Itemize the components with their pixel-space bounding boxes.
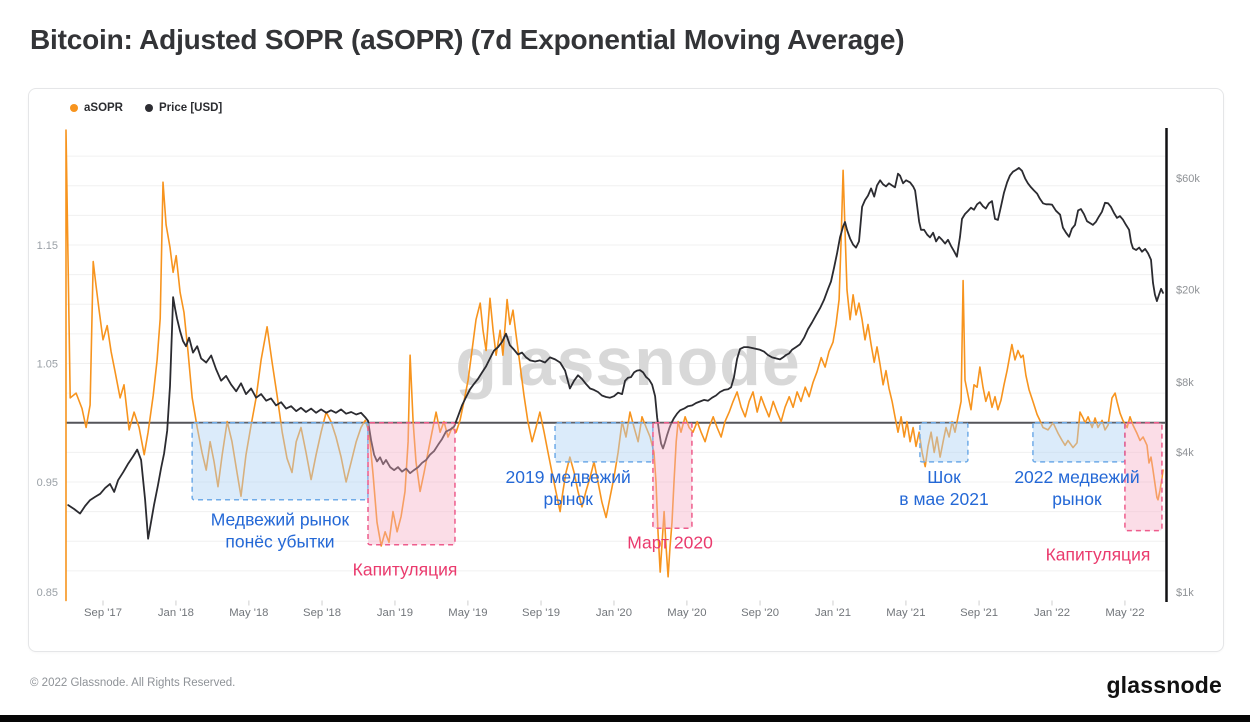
footer-copyright: © 2022 Glassnode. All Rights Reserved. — [30, 677, 236, 689]
y-axis-left-tick-label: 1.05 — [37, 359, 58, 371]
bottom-bar — [0, 715, 1250, 722]
blue-annotation-label: Шок в мае 2021 — [899, 467, 988, 509]
blue-annotation-box — [1032, 422, 1126, 463]
x-axis-tick-label: Sep '18 — [303, 607, 341, 619]
x-axis-tick-label: Jan '21 — [815, 607, 851, 619]
x-axis-tick-label: Sep '21 — [960, 607, 998, 619]
price-series-dot-icon — [145, 104, 153, 112]
asopr-line — [65, 129, 1164, 602]
x-axis-tick-label: Sep '20 — [741, 607, 779, 619]
y-axis-left-tick-label: 0.85 — [37, 587, 58, 599]
blue-annotation-label: 2022 медвежий рынок — [1014, 467, 1139, 509]
y-axis-left-tick-label: 1.15 — [37, 240, 58, 252]
blue-annotation-label: Медвежий рынок понёс убытки — [211, 510, 350, 552]
x-axis-tick-label: Jan '18 — [158, 607, 194, 619]
x-axis-tick-label: May '18 — [229, 607, 268, 619]
y-axis-right-tick-label: $60k — [1176, 173, 1200, 185]
x-axis-tick-label: May '21 — [886, 607, 925, 619]
blue-annotation-box — [919, 422, 969, 463]
glassnode-logo[interactable]: glassnode — [1106, 672, 1222, 698]
y-axis-right-tick-label: $1k — [1176, 587, 1194, 599]
pink-annotation-box — [1124, 422, 1163, 532]
pink-annotation-label: Капитуляция — [353, 560, 458, 580]
y-axis-right-tick-label: $20k — [1176, 284, 1200, 296]
x-axis-tick-label: May '20 — [667, 607, 706, 619]
pink-annotation-box — [367, 422, 456, 546]
x-axis-tick-label: May '22 — [1105, 607, 1144, 619]
legend-item-price[interactable]: Price [USD] — [145, 102, 222, 114]
y-axis-right-tick-label: $8k — [1176, 377, 1194, 389]
legend-label-price: Price [USD] — [159, 102, 223, 114]
legend-item-asopr[interactable]: aSOPR — [70, 102, 123, 114]
x-axis-tick-label: Jan '20 — [596, 607, 632, 619]
x-axis-tick-label: Jan '22 — [1034, 607, 1070, 619]
blue-annotation-box — [554, 422, 654, 463]
legend-label-asopr: aSOPR — [84, 102, 123, 114]
pink-annotation-label: Капитуляция — [1046, 544, 1151, 564]
blue-annotation-label: 2019 медвежий рынок — [506, 467, 631, 509]
x-axis-tick-label: Jan '19 — [377, 607, 413, 619]
y-axis-left-tick-label: 0.95 — [37, 477, 58, 489]
y-axis-right-tick-label: $4k — [1176, 447, 1194, 459]
glassnode-watermark: glassnode — [455, 324, 800, 400]
blue-annotation-box — [191, 422, 369, 501]
chart-legend: aSOPR Price [USD] — [70, 102, 222, 114]
series-group — [65, 129, 1164, 602]
pink-annotation-label: Март 2020 — [627, 532, 713, 552]
x-axis-tick-label: May '19 — [448, 607, 487, 619]
asopr-series-dot-icon — [70, 104, 78, 112]
price-line — [67, 166, 1164, 540]
x-axis-tick-label: Sep '19 — [522, 607, 560, 619]
x-axis-tick-label: Sep '17 — [84, 607, 122, 619]
pink-annotation-box — [652, 422, 693, 529]
chart-title: Bitcoin: Adjusted SOPR (aSOPR) (7d Expon… — [30, 24, 905, 55]
